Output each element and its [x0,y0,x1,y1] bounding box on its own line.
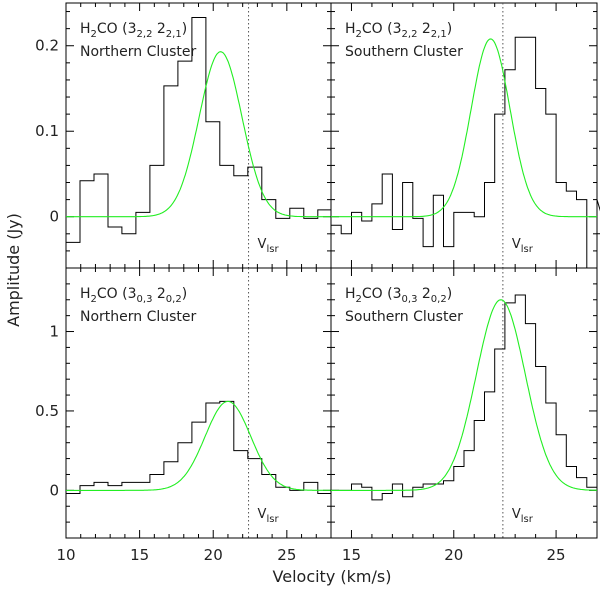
panels-layer: 0 0.1 0.2 Vlsr H2CO (32,2 22,1) Northern Clus… [35,2,600,564]
y-tick-label: 1 [49,323,59,341]
y-axis-title: Amplitude (Jy) [4,213,23,327]
panel-frame [330,267,598,539]
panel-frame [330,2,598,269]
spectrum-panel-2: Vlsr H2CO (32,2 22,1) Southern Cluster [330,2,600,269]
x-axis-title: Velocity (km/s) [273,567,392,586]
x-tick-label: 15 [342,546,361,564]
observed-histogram [66,17,331,243]
x-tick-label: 10 [56,546,75,564]
panel-region-label: Southern Cluster [345,44,463,60]
vlsr-label: Vlsr [258,237,280,255]
vlsr-label: Vlsr [512,507,534,525]
vlsr-label: Vlsr [512,237,534,255]
gaussian-fit-curve [66,51,331,218]
x-tick-label: 20 [204,546,223,564]
y-tick-label: 0.5 [35,402,59,420]
observed-histogram [331,294,598,501]
x-tick-label: 25 [547,546,566,564]
spectrum-panel-1: 0 0.1 0.2 Vlsr H2CO (32,2 22,1) Northern Clus… [35,2,332,269]
x-tick-label: 15 [130,546,149,564]
gaussian-fit-curve [66,400,331,491]
gaussian-fit-curve [331,299,598,491]
y-tick-label: 0.1 [35,122,59,140]
vlsr-label: Vlsr [258,507,280,525]
panel-region-label: Northern Cluster [80,44,197,60]
gaussian-fit-curve [331,38,597,218]
x-tick-label: 20 [444,546,463,564]
y-tick-label: 0 [49,481,59,499]
spectrum-panel-4: 15 20 25 Vlsr H2CO (30,3 20,2) Southern Clust… [330,267,598,564]
observed-histogram [66,400,331,494]
panel-molecule-label: H2CO (32,2 22,1) [80,21,187,40]
panel-molecule-label: H2CO (30,3 20,2) [80,286,187,305]
panel-frame [65,2,332,269]
spectrum-panel-3: 0 0.5 1 10 15 20 25 Vlsr H2CO (30,3 20,2) Norther… [35,267,332,564]
panel-region-label: Southern Cluster [345,309,463,325]
y-tick-label: 0.2 [35,37,59,55]
observed-histogram [331,36,600,269]
y-tick-label: 0 [49,208,59,226]
x-tick-label: 25 [277,546,296,564]
panel-molecule-label: H2CO (30,3 20,2) [345,286,452,305]
panel-region-label: Northern Cluster [80,309,197,325]
panel-molecule-label: H2CO (32,2 22,1) [345,21,452,40]
